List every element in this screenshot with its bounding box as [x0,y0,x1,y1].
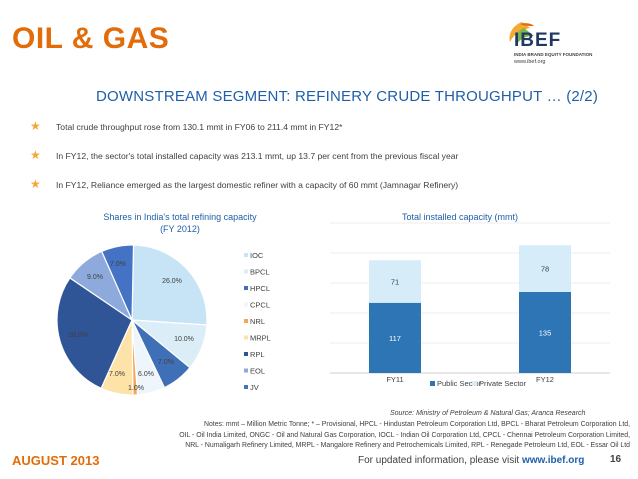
bar-segment [369,260,421,303]
bar-value-label: 117 [389,334,401,343]
legend-swatch [244,302,248,307]
legend-swatch [472,381,477,386]
star-bullet-icon: ★ [30,177,41,191]
pie-value-label: 28.0% [68,332,88,339]
notes-line: Notes: mmt – Million Metric Tonne; * – P… [203,421,630,428]
bullet-text: In FY12, Reliance emerged as the largest… [56,180,459,190]
bullet-text: Total crude throughput rose from 130.1 m… [56,122,343,132]
pie-slice [131,244,208,326]
legend-swatch [244,253,248,257]
star-bullet-icon: ★ [30,148,41,162]
bar-segment [519,292,571,373]
legend-label: MRPL [250,334,271,343]
legend-label: Private Sector [479,379,527,388]
bullet-list: ★ Total crude throughput rose from 130.1… [30,119,630,208]
bullet-item: ★ In FY12, Reliance emerged as the large… [30,177,630,208]
footer-visit-text: For updated information, please visit [358,455,522,466]
bar-segment [519,245,571,292]
legend-label: CPCL [250,301,270,310]
legend-label: EOL [250,367,265,376]
footer-link[interactable]: www.ibef.org [521,455,585,466]
legend-swatch [244,352,248,356]
pie-slice [56,277,133,390]
pie-chart-title: Shares in India's total refining capacit… [70,211,290,235]
page-number: 16 [610,454,622,465]
notes-line: OIL - Oil India Limited, ONGC - Oil and … [179,431,630,439]
bullet-item: ★ Total crude throughput rose from 130.1… [30,119,630,150]
pie-value-label: 7.0% [109,371,125,378]
legend-swatch [244,269,248,274]
pie-value-label: 7.0% [158,359,174,366]
legend-swatch [244,335,248,340]
source-note: Source: Ministry of Petroleum & Natural … [390,410,586,417]
legend-swatch [244,286,248,290]
ibef-logo: IBEF INDIA BRAND EQUITY FOUNDATION www.i… [500,20,610,70]
bird-logo-icon [509,22,534,46]
pie-slice [100,244,135,321]
legend-label: RPL [250,350,265,359]
bar-category-label: FY12 [536,375,554,384]
legend-swatch [244,385,248,389]
footer-date: AUGUST 2013 [12,453,100,468]
legend-label: IOC [250,251,264,260]
pie-value-label: 9.0% [87,274,103,281]
notes: Notes: mmt – Million Metric Tonne; * – P… [70,420,630,452]
legend-label: Public Sector [437,379,482,388]
pie-title-line-1: Shares in India's total refining capacit… [103,212,257,222]
legend-label: NRL [250,317,265,326]
legend-swatch [430,381,435,386]
star-bullet-icon: ★ [30,119,41,133]
pie-value-label: 6.0% [138,371,154,378]
pie-value-label: 7.0% [110,261,126,268]
pie-value-label: 10.0% [174,336,194,343]
pie-value-label: 26.0% [162,278,182,285]
logo-url: www.ibef.org [514,59,546,65]
bar-value-label: 135 [539,329,552,338]
logo-subtitle: INDIA BRAND EQUITY FOUNDATION [514,52,593,57]
footer-text: For updated information, please visit ww… [358,455,584,466]
legend-swatch [244,319,248,323]
page-title: OIL & GAS [12,22,170,55]
bar-value-label: 71 [391,278,399,287]
bar-chart-title: Total installed capacity (mmt) [401,212,519,222]
pie-title-line-2: (FY 2012) [160,224,200,234]
legend-label: BPCL [250,268,270,277]
legend-swatch [244,368,248,373]
pie-value-label: 1.0% [128,385,144,392]
logo-text: IBEF [514,30,562,51]
notes-line: NRL - Numaligarh Refinery Limited, MRPL … [185,442,630,449]
legend-label: HPCL [250,284,270,293]
bar-segment [369,302,421,373]
bar-value-label: 78 [541,265,549,274]
bullet-item: ★ In FY12, the sector's total installed … [30,148,630,179]
section-subtitle: DOWNSTREAM SEGMENT: REFINERY CRUDE THROU… [96,88,599,105]
bar-category-label: FY11 [386,375,403,384]
legend-label: JV [250,383,259,392]
bullet-text: In FY12, the sector's total installed ca… [56,151,459,161]
